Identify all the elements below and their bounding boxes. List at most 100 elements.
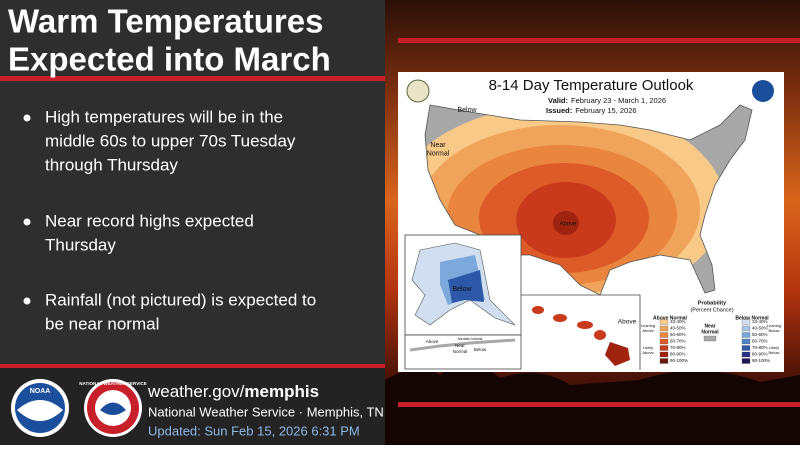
legend-above-swatch [659,345,669,351]
nws-logo-storm [100,402,126,415]
outlook-valid: Valid: February 23 - March 1, 2026 [548,96,666,105]
bullet-line: Rainfall (not pictured) is expected to [45,290,316,309]
legend-above-range: 60-70% [670,339,686,344]
legend-near-swatch [703,335,717,342]
bullet-line: be near normal [45,314,159,333]
legend-below-swatch [741,351,751,358]
map-label: Above [559,222,577,228]
valid-label: Valid: [548,96,568,105]
bullet-dot [23,218,31,226]
legend-side-label: Leaning [641,323,655,328]
legend-above-swatch [659,332,669,338]
footer-rule [0,364,385,368]
footer-updated: Updated: Sun Feb 15, 2026 6:31 PM [148,423,360,438]
legend-above-range: 33-40% [670,319,686,324]
map-label: Aleutian Islands [458,337,483,341]
bullet-line: Near record highs expected [45,211,254,230]
legend-above-range: 40-50% [670,326,686,331]
legend-below-range: 33-40% [752,319,768,324]
map-label: Normal [427,150,450,157]
legend-title: Probability [698,300,727,306]
map-label: Near [455,343,465,348]
legend-below-swatch [741,338,751,345]
legend-below-swatch [741,345,751,351]
doc-seal [406,79,430,103]
legend-below-range: 40-50% [752,326,768,331]
legend-above-range: 70-80% [670,345,686,350]
bottom-rule [398,402,800,407]
legend-above-title: Above Normal [653,315,688,321]
site-prefix: weather.gov/ [147,382,245,401]
legend-below-range: 90-100% [752,358,770,363]
map-label: Below [457,107,477,114]
valid-value: February 23 - March 1, 2026 [571,96,666,105]
legend-side-label: Above [642,328,654,333]
legend-below-range: 80-90% [752,352,768,357]
bullet-line: High temperatures will be in the [45,107,283,126]
title-rule [0,76,385,81]
map-label: Near [430,142,446,149]
issued-label: Issued: [546,106,572,115]
legend-above-swatch [659,338,669,345]
bullet-line: Thursday [45,235,116,254]
noaa-bird [17,400,63,421]
legend-side-label: Likely [643,345,653,350]
alaska-below-70 [448,270,484,303]
map-label: Above [618,319,637,326]
legend-below-range: 50-60% [752,332,768,337]
legend-below-swatch [741,358,751,364]
hawaii-inset [521,294,641,370]
aleutian-islands [409,338,516,352]
legend-side-label: Leaning [767,323,781,328]
legend-below-title: Below Normal [735,315,769,321]
legend-side-label: Below [769,350,780,355]
outlook-issued: Issued: February 15, 2026 [546,106,637,115]
legend-below-swatch [741,319,751,325]
footer-site: weather.gov/memphis [147,382,319,401]
map-label: Below [474,347,487,352]
legend-above-range: 50-60% [670,332,686,337]
top-rule [398,38,800,43]
legend-above-swatch [659,351,669,358]
legend-side-label: Below [769,328,780,333]
bullet-line: through Thursday [45,155,178,174]
bullet-dot [23,114,31,122]
legend: Probability(Percent Chance)Above Normal B… [641,300,781,364]
noaa-logo-text: NOAA [30,388,51,395]
legend-near-title: Normal [701,329,719,335]
hawaii-molokai [577,321,593,329]
above-80 [553,211,579,235]
legend-side-label: Likely [769,345,779,350]
title-line: Expected into March [8,41,331,78]
legend-side-label: Above [642,350,654,355]
nws-logo-text: NATIONAL WEATHER SERVICE [79,381,146,386]
site-office: memphis [244,382,319,401]
hawaii-big-island [605,342,630,366]
legend-below-range: 60-70% [752,339,768,344]
hawaii-maui [594,330,606,340]
legend-below-range: 70-80% [752,345,768,350]
legend-above-swatch [659,319,669,325]
legend-below-swatch [741,332,751,338]
map-label: Normal [453,349,468,354]
hawaii-oahu [553,314,567,322]
bullet-line: middle 60s to upper 70s Tuesday [45,131,296,150]
map-label: Below [452,286,472,293]
outlook-title: 8-14 Day Temperature Outlook [489,77,694,94]
legend-above-range: 90-100% [670,358,688,363]
legend-above-range: 80-90% [670,352,686,357]
legend-above-swatch [659,325,669,332]
noaa-seal [752,80,774,102]
hawaii-kauai [532,306,544,314]
legend-near-title: Near [704,323,715,329]
map-label: Above [426,339,439,344]
bullet-list: High temperatures will be in the middle 6… [23,107,316,333]
bullet-dot [23,297,31,305]
title-line: Warm Temperatures [8,3,323,40]
legend-title: (Percent Chance) [690,307,733,313]
issued-value: February 15, 2026 [575,106,636,115]
legend-below-swatch [741,325,751,332]
